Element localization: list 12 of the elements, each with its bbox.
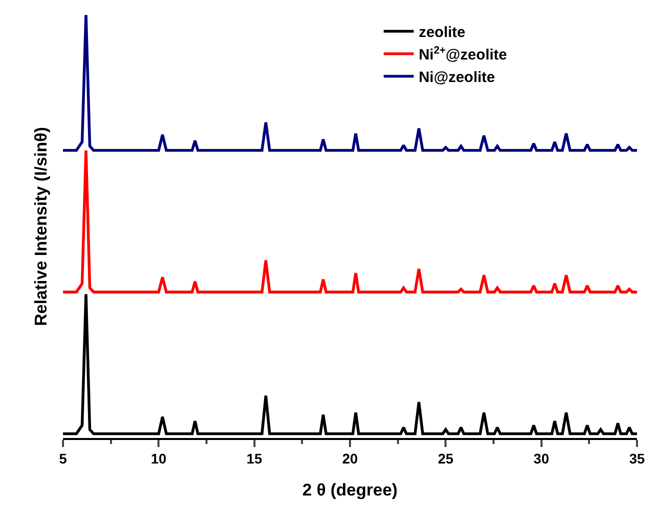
x-tick-label: 25 [438,450,454,467]
legend-label: Ni@zeolite [418,69,496,86]
x-tick-label: 20 [342,450,358,467]
x-tick-label: 5 [59,450,68,467]
y-axis-title: Relative Intensity (I/sinθ) [32,126,51,326]
x-tick-label: 30 [534,450,550,467]
legend-label: zeolite [418,24,466,42]
legend-label: Ni$^{2+}$@zeolite [418,44,507,64]
x-axis-title: 2 θ (degree) [302,480,398,500]
x-tick-label: 10 [150,450,167,467]
x-tick-label: 15 [246,450,262,467]
x-tick-label: 35 [629,450,645,467]
